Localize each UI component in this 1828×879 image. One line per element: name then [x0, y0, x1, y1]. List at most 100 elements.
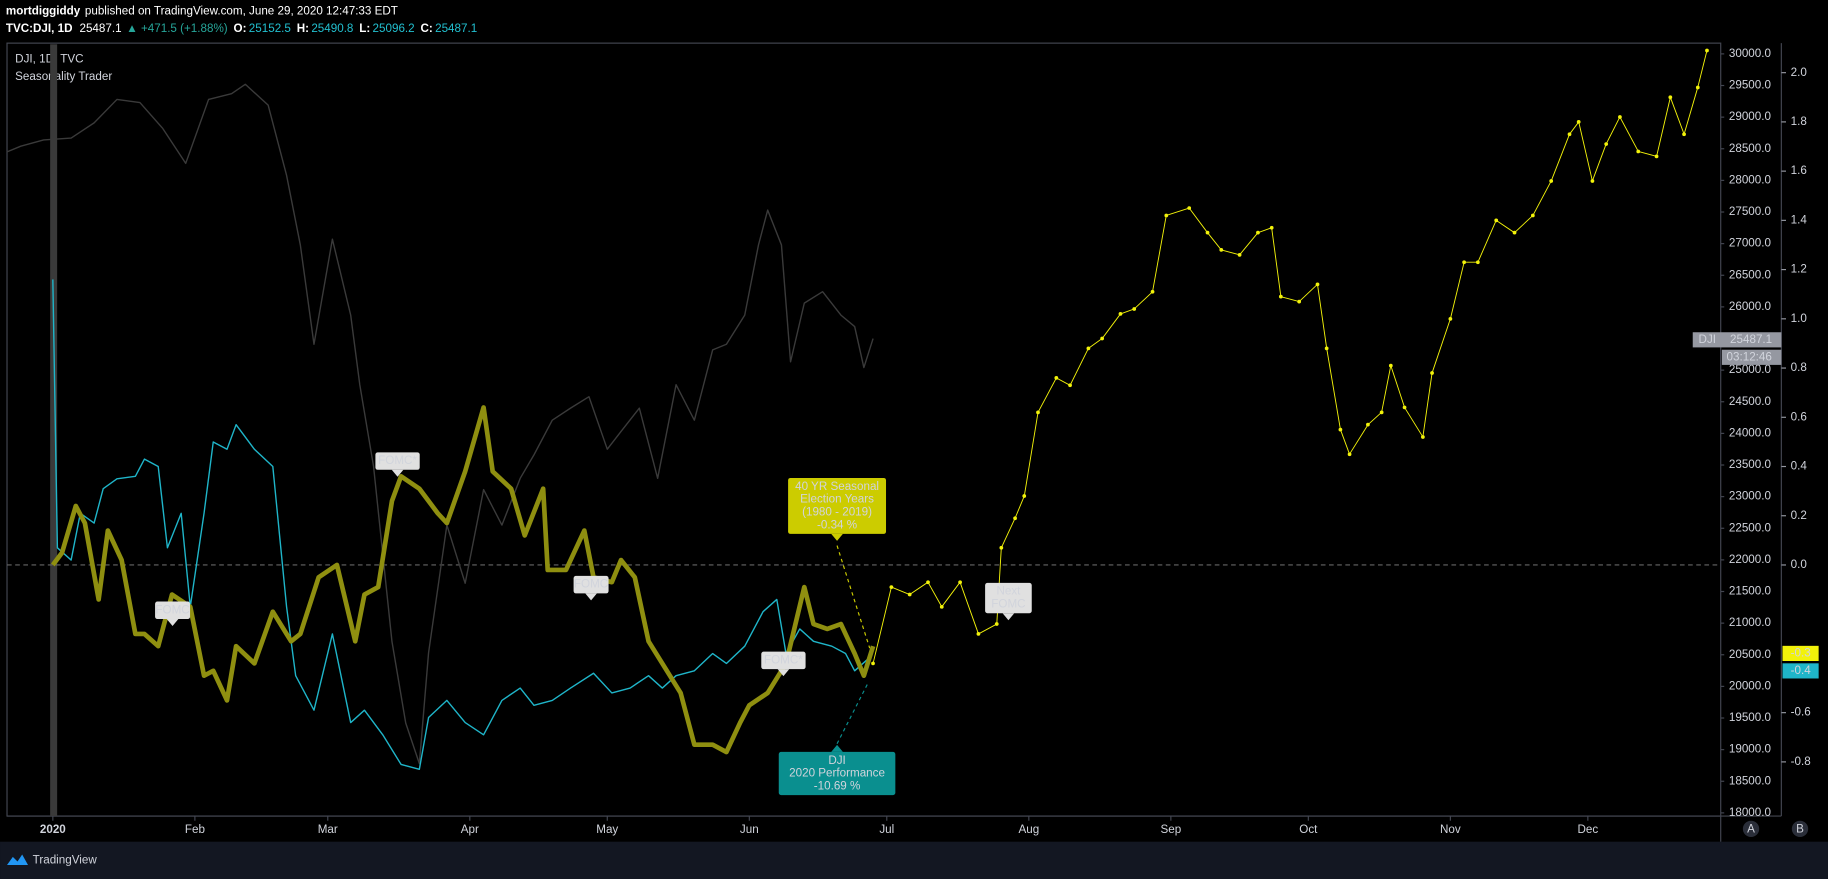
header-line: mortdiggiddy published on TradingView.com…: [6, 5, 398, 18]
series-line: [52, 279, 869, 770]
data-point: [1402, 405, 1407, 410]
y-tick-label: 27000.0: [1729, 237, 1772, 250]
data-point: [1132, 307, 1137, 311]
data-point: [1379, 410, 1384, 415]
data-point: [1682, 132, 1686, 137]
label-text: (1980 - 2019): [802, 505, 872, 518]
series-line: [872, 50, 1708, 664]
y-tick-label: 26500.0: [1729, 268, 1772, 281]
ohlc-label: H:: [297, 22, 309, 35]
data-point: [1036, 410, 1040, 415]
price-tag: [1692, 332, 1782, 348]
data-point: [1297, 299, 1302, 304]
data-point: [1695, 85, 1700, 90]
y-tick-label: 22000.0: [1729, 553, 1772, 566]
label-pointer: [777, 669, 790, 677]
footer-bar: [0, 841, 1828, 879]
data-point: [999, 545, 1004, 550]
label-pointer: [831, 533, 843, 541]
y2-tick-label: 0.6: [1791, 410, 1807, 423]
y2-tag: [1782, 645, 1819, 661]
y2-tag: [1782, 663, 1819, 679]
ohlc-label: C:: [420, 22, 432, 35]
x-tick-label: Mar: [318, 823, 338, 836]
ohlc-label: O:: [234, 22, 247, 35]
y-tick-label: 25000.0: [1729, 363, 1772, 376]
data-point: [1237, 252, 1242, 257]
y2-tag-value: -0.4: [1791, 664, 1812, 677]
y2-tick-label: 1.6: [1791, 164, 1807, 177]
data-point: [1654, 154, 1659, 159]
data-point: [1576, 120, 1581, 124]
session-marker: [50, 44, 58, 817]
price-tag-value: 25487.1: [1730, 333, 1772, 346]
brand: TradingView: [7, 853, 97, 866]
y-tick-label: 18500.0: [1729, 774, 1772, 787]
y-tick-label: 23000.0: [1729, 490, 1772, 503]
y-tick-label: 28500.0: [1729, 142, 1772, 155]
data-point: [1549, 179, 1554, 183]
data-point: [1118, 312, 1123, 316]
y-tick-label: 23500.0: [1729, 458, 1772, 471]
label-text: FOMC: [574, 578, 608, 591]
y-tick-label: 26000.0: [1729, 300, 1772, 313]
data-point: [1347, 452, 1352, 457]
last: 25487.1: [79, 22, 121, 35]
label-box: [985, 582, 1032, 614]
label-text: FOMC*: [764, 653, 803, 666]
y-tick-label: 21500.0: [1729, 585, 1772, 598]
y-tick-label: 21000.0: [1729, 616, 1772, 629]
data-point: [1448, 316, 1453, 321]
data-point: [1054, 376, 1059, 380]
data-point: [1705, 48, 1709, 53]
symbol: TVC:DJI, 1D: [6, 22, 73, 35]
y-tick-label: 20000.0: [1729, 679, 1772, 692]
data-point: [1430, 371, 1434, 375]
x-tick-label: Oct: [1299, 823, 1318, 836]
label-box: [788, 477, 887, 534]
data-point: [1256, 230, 1260, 235]
label-box: [155, 601, 191, 620]
y2-tick-label: -0.8: [1791, 755, 1811, 768]
label-pointer: [831, 744, 843, 752]
data-point: [1668, 95, 1673, 100]
label-text: FOMC: [991, 598, 1025, 611]
data-point: [871, 661, 875, 666]
y2-tick-label: 2.0: [1791, 66, 1808, 79]
data-point: [1219, 248, 1224, 252]
y2-tick-label: 0.0: [1791, 558, 1808, 571]
data-point: [1100, 336, 1105, 341]
label-box: [761, 651, 806, 670]
label-text: 2020 Performance: [789, 767, 885, 780]
y-tick-label: 30000.0: [1729, 47, 1772, 60]
data-point: [1462, 260, 1466, 265]
data-point: [1421, 435, 1425, 439]
y-tick-label: 28000.0: [1729, 173, 1772, 186]
data-point: [1604, 142, 1609, 146]
y2-tick-label: 0.4: [1791, 460, 1808, 473]
label-box: [573, 575, 609, 594]
scale-button-label[interactable]: B: [1796, 823, 1804, 836]
label-box: [778, 751, 896, 796]
countdown-value: 03:12:46: [1727, 350, 1772, 363]
x-tick-label: Feb: [185, 823, 205, 836]
data-point: [1022, 494, 1027, 498]
x-tick-label: Jun: [740, 823, 759, 836]
data-point: [958, 580, 962, 585]
scale-button-label[interactable]: A: [1747, 823, 1755, 836]
change: ▲ +471.5 (+1.88%): [126, 22, 228, 35]
data-point: [994, 622, 999, 626]
data-point: [1530, 213, 1535, 218]
y-tick-label: 24000.0: [1729, 426, 1772, 439]
y-tick-label: 24500.0: [1729, 395, 1772, 408]
scale-button[interactable]: [1791, 820, 1809, 838]
y-tick-label: 18000.0: [1729, 806, 1772, 819]
y2-tick-label: 1.8: [1791, 115, 1807, 128]
scale-button[interactable]: [1742, 820, 1760, 838]
y2-tag-value: -0.3: [1791, 646, 1811, 659]
label-text: FOMC*: [378, 454, 417, 467]
data-point: [1388, 363, 1393, 368]
